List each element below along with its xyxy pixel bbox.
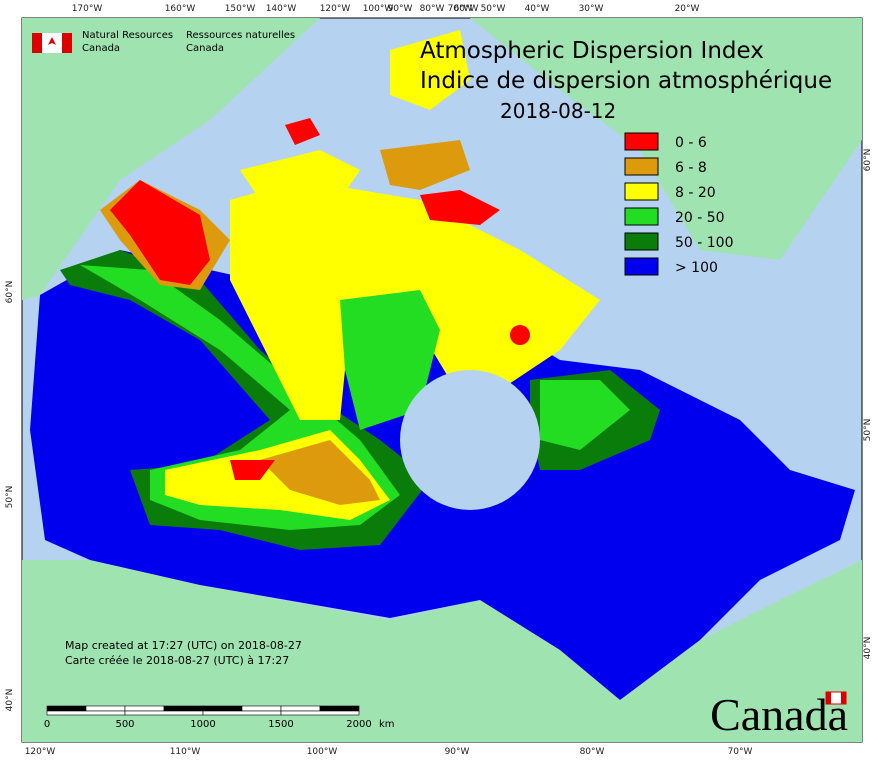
wordmark: Canada <box>710 689 848 740</box>
baffin-north <box>420 190 500 225</box>
hudson-bay <box>400 370 540 510</box>
scale-segment <box>85 705 126 712</box>
island-low <box>285 118 320 145</box>
graticule-label: 100°W <box>307 747 338 757</box>
title: Atmospheric Dispersion Index <box>420 38 764 64</box>
scale-segment <box>46 705 87 712</box>
scale-label: 500 <box>115 719 134 730</box>
usa <box>22 560 862 742</box>
greenland <box>470 18 862 260</box>
graticule-label: 170°W <box>72 4 103 14</box>
graticule-label: 60°W <box>454 4 479 14</box>
region-6-8 <box>260 440 380 505</box>
note: Carte créée le 2018-08-27 (UTC) à 17:27 <box>65 654 289 667</box>
graticule-label: 80°W <box>580 747 605 757</box>
graticule-label: 80°W <box>420 4 445 14</box>
alaska <box>22 18 320 300</box>
scale-segment <box>202 710 282 716</box>
graticule-label: 70°W <box>728 747 753 757</box>
graticule-label: 60°N <box>863 149 873 172</box>
region-yukon-low <box>110 180 210 285</box>
agency-en: Canada <box>82 43 120 54</box>
scale-label: 0 <box>44 719 50 730</box>
legend-swatch <box>624 132 659 151</box>
scale-label: 2000 <box>346 719 371 730</box>
scale-segment <box>280 705 321 712</box>
graticule-label: 90°W <box>445 747 470 757</box>
scale-segment <box>124 705 165 712</box>
legend-swatch <box>624 257 659 276</box>
scale-segment <box>202 705 243 712</box>
graticule-label: 20°W <box>675 4 700 14</box>
date: 2018-08-12 <box>500 99 616 123</box>
graticule-label: 120°W <box>25 747 56 757</box>
graticule-label: 100°W <box>363 4 394 14</box>
graticule-label: 40°N <box>5 689 15 712</box>
legend-label: 6 - 8 <box>675 160 707 176</box>
legend-label: 8 - 20 <box>675 185 716 201</box>
graticule-label: 90°W <box>388 4 413 14</box>
graticule-label: 50°N <box>863 419 873 442</box>
maple-leaf <box>48 37 56 45</box>
scale-segment <box>163 705 204 712</box>
scale-segment <box>124 710 204 716</box>
agency-en: Natural Resources <box>82 30 173 41</box>
note: Map created at 17:27 (UTC) on 2018-08-27 <box>65 639 302 652</box>
graticule-label: 150°W <box>225 4 256 14</box>
flag-bar <box>826 692 831 704</box>
graticule-label: 160°W <box>165 4 196 14</box>
flag-bar <box>841 692 846 704</box>
graticule-label: 50°N <box>5 486 15 509</box>
region-low-prairie <box>230 460 275 480</box>
scale-bar: 0 500 1000 1500 2000 km <box>44 705 395 730</box>
low-spot <box>510 325 530 345</box>
scale-segment <box>319 705 360 712</box>
legend-label: 0 - 6 <box>675 135 707 151</box>
flag-bar <box>62 33 72 53</box>
graticule: 170°W 160°W 150°W 140°W 120°W 100°W90°W 80°W 70… <box>5 4 873 757</box>
victoria-island <box>240 150 360 200</box>
graticule-label: 30°W <box>579 4 604 14</box>
graticule-label: 140°W <box>266 4 297 14</box>
scale-unit: km <box>379 719 395 730</box>
graticule-label: 40°N <box>863 637 873 660</box>
graticule-label: 60°N <box>5 281 15 304</box>
legend-swatch <box>624 182 659 201</box>
graticule-label: 50°W <box>481 4 506 14</box>
legend-label: 20 - 50 <box>675 210 725 226</box>
agency-fr: Ressources naturelles <box>186 30 295 41</box>
region-quebec-low <box>540 380 630 450</box>
scale-segment <box>46 710 126 716</box>
devon-island <box>380 140 470 190</box>
graticule-label: 40°W <box>525 4 550 14</box>
legend-swatch <box>624 157 659 176</box>
graticule-label: 70°W <box>448 4 473 14</box>
agency-fr: Canada <box>186 43 224 54</box>
legend-label: > 100 <box>675 260 718 276</box>
scale-segment <box>241 705 282 712</box>
scale-segment <box>280 710 360 716</box>
legend-swatch <box>624 232 659 251</box>
legend-label: 50 - 100 <box>675 235 734 251</box>
scale-label: 1000 <box>190 719 215 730</box>
legend-swatch <box>624 207 659 226</box>
graticule-label: 120°W <box>320 4 351 14</box>
title: Indice de dispersion atmosphérique <box>420 68 832 94</box>
flag-bar <box>32 33 42 53</box>
legend: 0 - 6 6 - 8 8 - 20 20 - 50 50 - 100 > 100 <box>624 132 734 276</box>
graticule-label: 110°W <box>170 747 201 757</box>
region-keewatin <box>340 290 440 430</box>
scale-label: 1500 <box>268 719 293 730</box>
ellesmere <box>390 30 470 110</box>
